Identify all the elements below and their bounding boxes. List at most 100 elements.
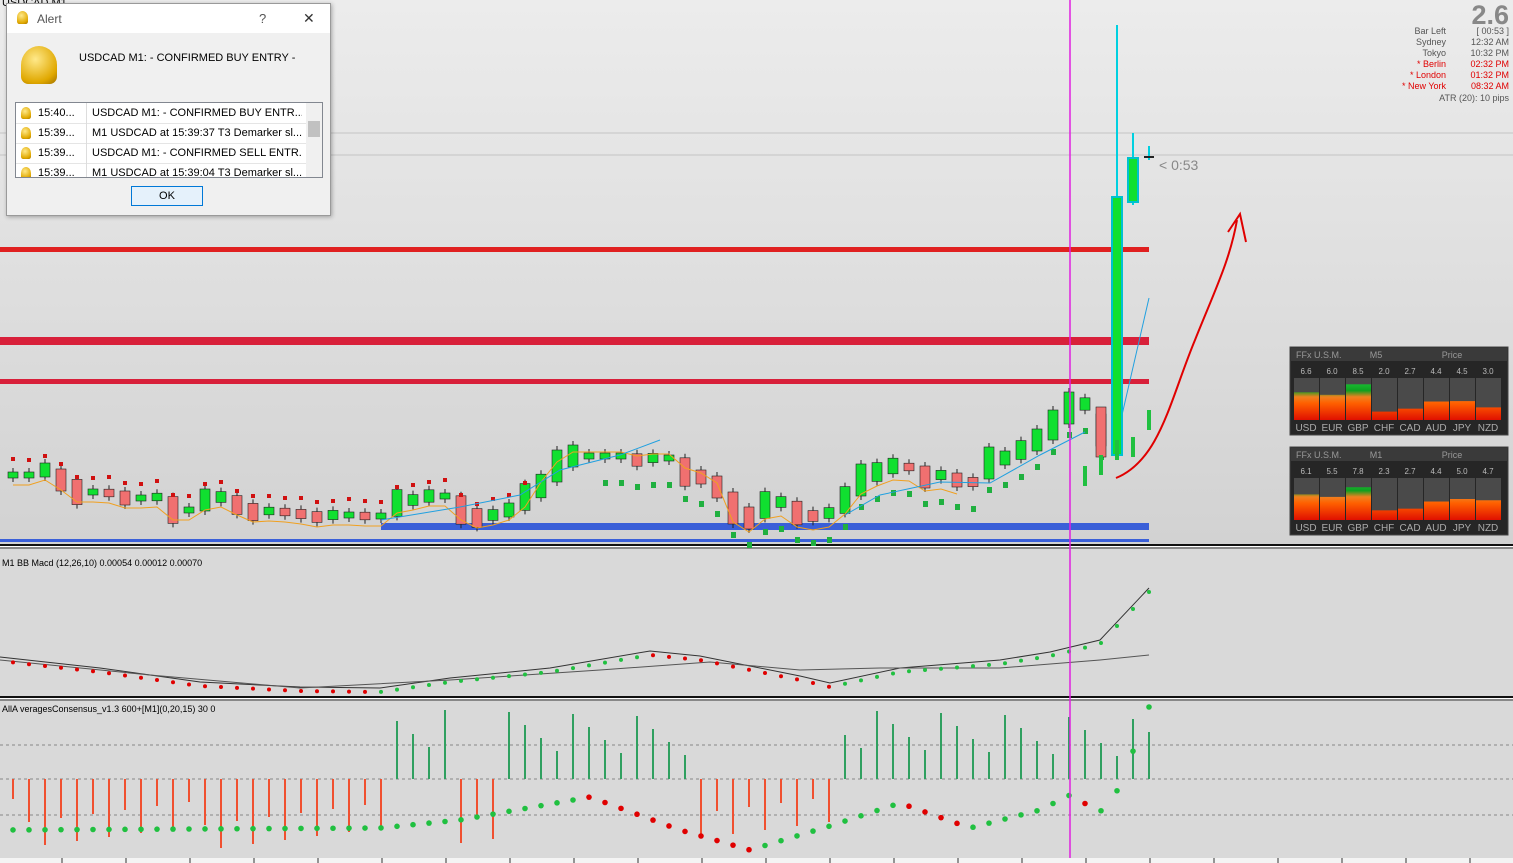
psar-dot bbox=[91, 476, 95, 480]
meter-bar bbox=[1398, 508, 1423, 520]
alert-row[interactable]: 15:39... M1 USDCAD at 15:39:37 T3 Demarke… bbox=[16, 123, 306, 144]
meter-value: 7.8 bbox=[1352, 467, 1364, 476]
psar-dot bbox=[459, 493, 463, 497]
meter-price: Price bbox=[1442, 350, 1463, 360]
consensus-dot bbox=[890, 802, 896, 809]
macd-dot bbox=[267, 687, 271, 692]
psar-dot bbox=[523, 481, 527, 485]
meter-value: 2.0 bbox=[1378, 367, 1390, 376]
bell-icon bbox=[21, 127, 31, 139]
meter-bar bbox=[1398, 408, 1423, 420]
psar-dot bbox=[363, 499, 367, 503]
meter-value: 4.7 bbox=[1482, 467, 1494, 476]
psar-dot bbox=[123, 481, 127, 485]
consensus-dot bbox=[442, 818, 448, 825]
spread: 2.6 bbox=[1471, 0, 1509, 30]
consensus-dot bbox=[426, 820, 432, 826]
macd-dot bbox=[827, 684, 831, 689]
meter-value: 3.0 bbox=[1482, 367, 1494, 376]
consensus-dot bbox=[570, 797, 576, 803]
candle bbox=[791, 500, 803, 526]
macd-dot bbox=[155, 677, 159, 682]
consensus-dot bbox=[1034, 807, 1040, 814]
meter-bar bbox=[1372, 411, 1397, 420]
scrollbar[interactable] bbox=[306, 103, 322, 177]
countdown: < 0:53 bbox=[1159, 157, 1199, 173]
macd-dot bbox=[811, 681, 815, 686]
close-button[interactable]: ✕ bbox=[303, 10, 315, 26]
consensus-dot bbox=[506, 808, 512, 815]
alert-text: M1 USDCAD at 15:39:04 T3 Demarker sl... bbox=[92, 167, 302, 178]
macd-dot bbox=[123, 673, 127, 678]
consensus-dot bbox=[170, 826, 176, 832]
macd-dot bbox=[475, 677, 479, 682]
ok-button[interactable]: OK bbox=[131, 186, 203, 206]
alert-row[interactable]: 15:39... USDCAD M1: - CONFIRMED SELL ENTR… bbox=[16, 143, 306, 164]
scrollbar[interactable] bbox=[307, 48, 321, 92]
consensus-dot bbox=[794, 833, 800, 839]
clock-label: Bar Left bbox=[1414, 26, 1446, 36]
alert-row[interactable]: 15:39... M1 USDCAD at 15:39:04 T3 Demarke… bbox=[16, 163, 306, 178]
meter-header bbox=[1291, 448, 1507, 461]
scroll-thumb[interactable] bbox=[308, 121, 320, 137]
candle bbox=[663, 454, 675, 462]
candle bbox=[151, 492, 163, 502]
psar-dot bbox=[251, 494, 255, 498]
meter-value: 4.4 bbox=[1430, 367, 1442, 376]
psar-dot bbox=[811, 540, 816, 546]
consensus-dot bbox=[314, 825, 320, 832]
bell-icon bbox=[21, 147, 31, 159]
candle bbox=[951, 472, 963, 488]
meter-bar bbox=[1320, 394, 1345, 420]
meter-bar bbox=[1424, 501, 1449, 520]
psar-dot bbox=[1131, 437, 1135, 457]
consensus-dot bbox=[522, 805, 528, 812]
macd-dot bbox=[619, 657, 623, 662]
macd-dot bbox=[139, 675, 143, 680]
candle bbox=[375, 512, 387, 520]
candle bbox=[919, 465, 931, 489]
meter-bar bbox=[1372, 510, 1397, 520]
psar-dot bbox=[283, 496, 287, 500]
consensus-dot bbox=[986, 820, 992, 826]
macd-dot bbox=[955, 665, 959, 670]
psar-dot bbox=[1019, 474, 1024, 480]
consensus-dot bbox=[778, 837, 784, 844]
bell-icon bbox=[21, 107, 31, 119]
macd-dot bbox=[491, 675, 495, 680]
psar-dot bbox=[971, 506, 976, 512]
candle bbox=[1047, 409, 1059, 441]
macd-dot bbox=[555, 668, 559, 673]
consensus-dot bbox=[1130, 748, 1136, 754]
macd-dot bbox=[747, 667, 751, 672]
help-button[interactable]: ? bbox=[259, 11, 267, 26]
meter-bar bbox=[1294, 494, 1319, 520]
consensus-dot bbox=[842, 818, 848, 824]
candle bbox=[279, 507, 291, 517]
signal-line bbox=[844, 431, 1086, 516]
candle bbox=[7, 471, 19, 479]
currency-label: CAD bbox=[1399, 423, 1420, 434]
candle bbox=[263, 506, 275, 516]
macd-dot bbox=[363, 689, 367, 694]
candle bbox=[439, 492, 451, 500]
alert-row[interactable]: 15:40... USDCAD M1: - CONFIRMED BUY ENTR.… bbox=[16, 103, 306, 124]
macd-dot bbox=[171, 680, 175, 685]
candle bbox=[1127, 157, 1139, 203]
consensus-dot bbox=[874, 807, 880, 814]
alert-time: 15:40... bbox=[38, 107, 75, 119]
candle bbox=[887, 457, 899, 475]
candle bbox=[967, 477, 979, 487]
candle bbox=[343, 511, 355, 519]
consensus-dot bbox=[698, 833, 704, 839]
psar-dot bbox=[43, 454, 47, 458]
currency-label: JPY bbox=[1453, 523, 1472, 534]
alert-message: USDCAD M1: - CONFIRMED BUY ENTRY - bbox=[79, 52, 296, 64]
meter-title: FFx U.S.M. bbox=[1296, 450, 1342, 460]
meter-title: FFx U.S.M. bbox=[1296, 350, 1342, 360]
consensus-dot bbox=[330, 825, 336, 832]
consensus-dot bbox=[74, 826, 80, 833]
psar-dot bbox=[411, 483, 415, 487]
psar-dot bbox=[795, 537, 800, 543]
candle bbox=[1031, 428, 1043, 452]
